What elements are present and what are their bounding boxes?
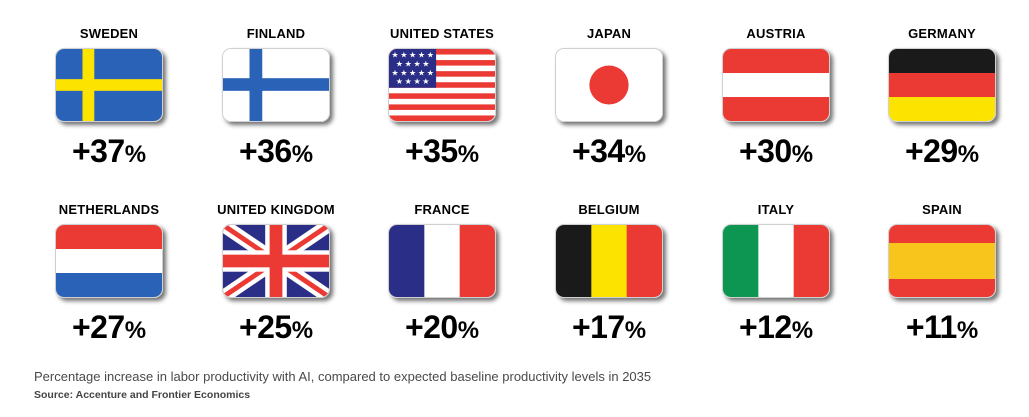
percent-sign: % (957, 141, 980, 168)
sweden-flag-icon (55, 48, 163, 122)
spain-flag-icon (888, 224, 996, 298)
percent-sign: % (624, 141, 647, 168)
percentage-number: +20 (404, 309, 458, 345)
svg-text:★: ★ (413, 60, 420, 69)
country-label: AUSTRIA (746, 26, 806, 41)
united-states-flag-icon: ★ ★ ★ ★ ★ ★ ★ ★ ★ ★ ★ ★ ★ ★ ★ ★ ★ ★ (388, 48, 496, 122)
country-productivity-grid: SWEDEN +37% FINLAND +36% UNITED STATES ★ ★ ★ ★… (26, 26, 1025, 372)
country-cell: UNITED KINGDOM +25% (193, 202, 359, 372)
country-cell: BELGIUM +17% (526, 202, 692, 372)
svg-text:★: ★ (409, 51, 416, 60)
percentage-number: +37 (71, 133, 125, 169)
netherlands-flag-icon (55, 224, 163, 298)
percentage-value: +35% (359, 133, 525, 170)
percent-sign: % (457, 317, 480, 344)
svg-text:★: ★ (409, 68, 416, 77)
percentage-value: +11% (859, 309, 1025, 346)
percentage-number: +30 (738, 133, 792, 169)
percentage-value: +30% (693, 133, 859, 170)
percentage-number: +29 (904, 133, 958, 169)
svg-text:★: ★ (405, 77, 412, 86)
percentage-value: +17% (526, 309, 692, 346)
percent-sign: % (956, 317, 979, 344)
chart-caption: Percentage increase in labor productivit… (34, 369, 652, 384)
belgium-flag-icon (555, 224, 663, 298)
country-cell: JAPAN +34% (526, 26, 692, 196)
japan-flag-icon (555, 48, 663, 122)
percent-sign: % (457, 141, 480, 168)
percentage-value: +25% (193, 309, 359, 346)
percentage-number: +25 (238, 309, 292, 345)
france-flag-icon (388, 224, 496, 298)
percent-sign: % (124, 317, 147, 344)
country-label: ITALY (757, 202, 795, 217)
country-label: SWEDEN (79, 26, 139, 41)
country-cell: GERMANY +29% (859, 26, 1025, 196)
country-label: JAPAN (586, 26, 632, 41)
percentage-value: +27% (26, 309, 192, 346)
percentage-value: +20% (359, 309, 525, 346)
percentage-value: +37% (26, 133, 192, 170)
svg-text:★: ★ (396, 60, 403, 69)
svg-text:★: ★ (391, 68, 398, 77)
country-cell: FRANCE +20% (359, 202, 525, 372)
svg-text:★: ★ (418, 51, 425, 60)
percentage-value: +36% (193, 133, 359, 170)
svg-text:★: ★ (396, 77, 403, 86)
country-label: BELGIUM (578, 202, 640, 217)
country-cell: SWEDEN +37% (26, 26, 192, 196)
svg-text:★: ★ (427, 51, 434, 60)
percentage-value: +29% (859, 133, 1025, 170)
percentage-number: +12 (738, 309, 792, 345)
svg-text:★: ★ (400, 51, 407, 60)
percent-sign: % (124, 141, 147, 168)
country-cell: FINLAND +36% (193, 26, 359, 196)
percentage-number: +36 (238, 133, 292, 169)
percent-sign: % (791, 317, 814, 344)
country-cell: SPAIN +11% (859, 202, 1025, 372)
percentage-number: +11 (905, 309, 958, 345)
percentage-number: +27 (71, 309, 125, 345)
country-label: GERMANY (908, 26, 976, 41)
country-cell: NETHERLANDS +27% (26, 202, 192, 372)
svg-text:★: ★ (405, 60, 412, 69)
percent-sign: % (291, 317, 314, 344)
country-cell: ITALY +12% (693, 202, 859, 372)
country-label: UNITED KINGDOM (217, 202, 335, 217)
country-label: FRANCE (414, 202, 470, 217)
country-label: SPAIN (922, 202, 962, 217)
chart-source: Source: Accenture and Frontier Economics (34, 389, 251, 401)
country-label: FINLAND (246, 26, 306, 41)
germany-flag-icon (888, 48, 996, 122)
svg-text:★: ★ (400, 68, 407, 77)
svg-text:★: ★ (418, 68, 425, 77)
country-label: NETHERLANDS (58, 202, 160, 217)
austria-flag-icon (722, 48, 830, 122)
united-kingdom-flag-icon (222, 224, 330, 298)
percentage-number: +34 (571, 133, 625, 169)
italy-flag-icon (722, 224, 830, 298)
country-label: UNITED STATES (390, 26, 494, 41)
percentage-number: +17 (571, 309, 625, 345)
svg-text:★: ★ (413, 77, 420, 86)
finland-flag-icon (222, 48, 330, 122)
percentage-value: +12% (693, 309, 859, 346)
percentage-number: +35 (404, 133, 458, 169)
country-cell: UNITED STATES ★ ★ ★ ★ ★ ★ ★ ★ ★ ★ ★ ★ ★ ★ ★ ★ ★ ★ +35% (359, 26, 525, 196)
country-cell: AUSTRIA +30% (693, 26, 859, 196)
percentage-value: +34% (526, 133, 692, 170)
svg-text:★: ★ (422, 77, 429, 86)
percent-sign: % (291, 141, 314, 168)
percent-sign: % (791, 141, 814, 168)
svg-text:★: ★ (422, 60, 429, 69)
svg-text:★: ★ (427, 68, 434, 77)
svg-text:★: ★ (391, 51, 398, 60)
percent-sign: % (624, 317, 647, 344)
